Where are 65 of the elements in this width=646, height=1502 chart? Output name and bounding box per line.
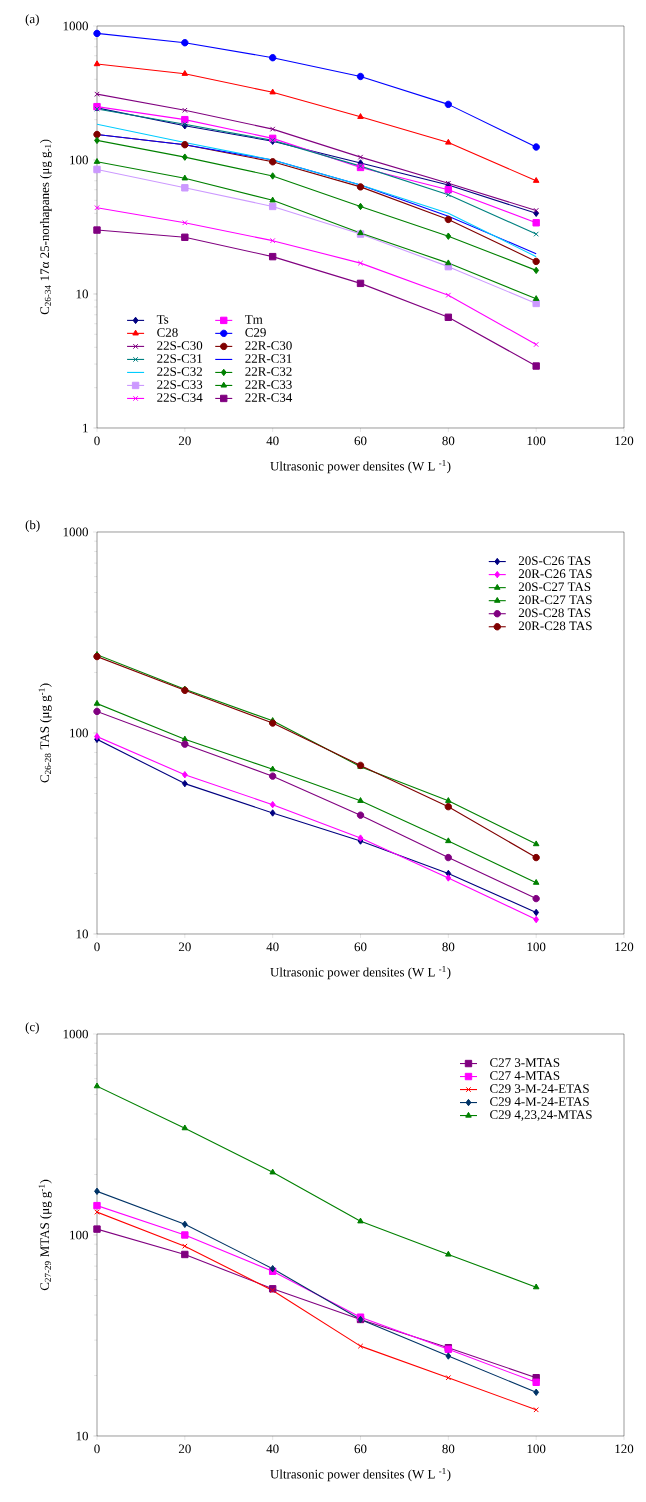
legend-label: 22R-C34 [245,393,293,402]
y-tick-label: 1000 [63,527,88,537]
legend-label: 22R-C30 [245,341,292,350]
y-axis-title: C$_{26-34}$ 17α 25-norhapanes (μg g$_{-1}$) [39,139,52,315]
legend-label: 20R-C27 TAS [518,595,592,605]
legend-label: C27 4-MTAS [490,1071,560,1080]
x-tick-label: 60 [354,942,367,952]
x-tick-label: 20 [178,1444,191,1454]
x-tick-label: 100 [527,436,546,446]
chart-title: (b) [25,520,40,532]
x-tick-label: 80 [442,1444,455,1454]
legend-label: 22S-C34 [157,393,203,402]
x-tick-label: 100 [527,942,546,952]
legend-label: 20S-C27 TAS [518,582,591,592]
y-axis-title: C$_{26-28}$ TAS (μg g$^{-1}$) [38,683,52,783]
legend-label: 20R-C28 TAS [518,621,592,631]
legend-label: C28 [157,328,178,337]
x-tick-label: 40 [266,942,279,952]
y-tick-label: 1000 [63,1029,88,1039]
x-axis-title: Ultrasonic power densites (W L $^{-1}$) [270,460,451,474]
y-tick-label: 100 [70,728,88,738]
x-tick-label: 60 [354,1444,367,1454]
legend-label: 22R-C33 [245,380,292,389]
chart-title: (a) [25,14,39,26]
legend-label: 22R-C32 [245,367,292,376]
x-tick-label: 120 [615,942,634,952]
y-tick-label: 10 [76,289,88,299]
legend-label: 22S-C30 [157,341,203,350]
legend-label: 20S-C26 TAS [518,556,591,566]
legend-label: 22S-C32 [157,367,202,376]
legend-label: C27 3-MTAS [490,1058,560,1067]
legend-label: Ts [156,315,169,324]
x-axis-title: Ultrasonic power densites (W L $^{-1}$) [270,966,451,980]
legend-label: C29 [245,328,266,337]
y-axis-title: C$_{27-29}$ MTAS (μg g$^{-1}$) [38,1179,52,1291]
x-tick-label: 0 [94,436,100,446]
x-tick-label: 100 [527,1444,546,1454]
x-tick-label: 40 [266,1444,279,1454]
legend-label: 20R-C26 TAS [518,569,592,579]
legend-label: C29 4,23,24-MTAS [490,1110,592,1121]
legend-label: 22S-C31 [157,354,202,363]
legend-label: 22R-C31 [245,354,292,363]
legend-label: C29 4-M-24-ETAS [490,1097,589,1106]
x-tick-label: 80 [442,942,455,952]
x-tick-label: 80 [442,436,455,446]
legend-label: 20S-C28 TAS [518,608,591,618]
x-tick-label: 20 [178,436,191,446]
legend-label: C29 3-M-24-ETAS [490,1084,589,1093]
y-tick-label: 1 [83,423,88,433]
y-tick-label: 100 [70,155,88,165]
y-tick-label: 100 [70,1230,88,1240]
y-tick-label: 1000 [63,21,88,31]
legend-label: Tm [245,315,263,324]
x-axis-title: Ultrasonic power densites (W L $^{-1}$) [270,1468,451,1482]
legend-label: 22S-C33 [157,380,203,389]
x-tick-label: 20 [178,942,191,952]
chart-title: (c) [25,1022,39,1034]
y-tick-label: 10 [76,1431,88,1441]
y-tick-label: 10 [76,929,88,939]
x-tick-label: 40 [266,436,279,446]
x-tick-label: 60 [354,436,367,446]
x-tick-label: 120 [615,1444,634,1454]
x-tick-label: 0 [94,1444,100,1454]
x-tick-label: 0 [94,942,100,952]
x-tick-label: 120 [615,436,634,446]
